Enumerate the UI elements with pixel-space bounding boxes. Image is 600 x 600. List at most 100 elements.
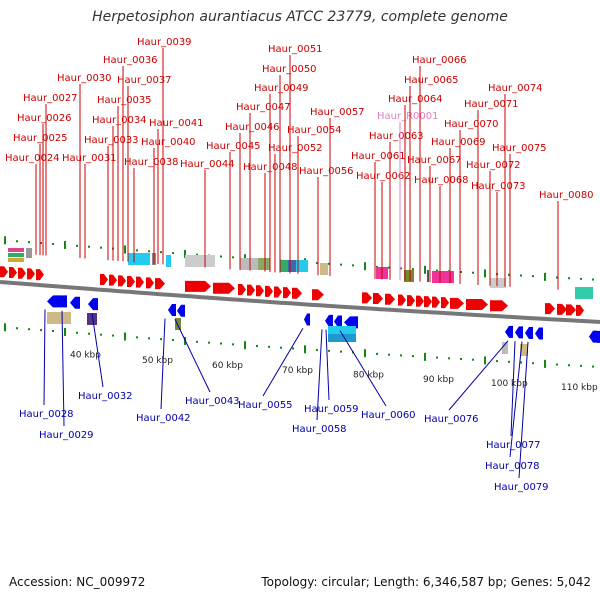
gene-label: Haur_0076 xyxy=(424,414,479,425)
genome-info-text: Topology: circular; Length: 6,346,587 bp… xyxy=(261,575,591,589)
tick-bottom xyxy=(520,361,522,364)
category-box xyxy=(166,255,171,267)
tick-bottom xyxy=(484,356,486,365)
genome-title: Herpetosiphon aurantiacus ATCC 23779, co… xyxy=(92,9,508,25)
gene-label: Haur_0072 xyxy=(466,160,521,171)
scale-label: 100 kbp xyxy=(491,379,528,389)
tick-bottom xyxy=(580,364,582,367)
gene-label: Haur_0036 xyxy=(103,55,158,66)
leader-line xyxy=(448,340,509,411)
scale-label: 70 kbp xyxy=(282,366,313,376)
category-box xyxy=(185,255,215,267)
gene-label: Haur_0027 xyxy=(23,93,78,104)
tick-top xyxy=(124,245,126,254)
reverse-gene xyxy=(88,298,98,311)
tick-top xyxy=(4,236,6,245)
accession-text: Accession: NC_009972 xyxy=(9,575,146,589)
tick-top xyxy=(520,274,522,277)
gene-label: Haur_0071 xyxy=(464,99,519,110)
tick-bottom xyxy=(4,323,6,332)
gene-label: Haur_0079 xyxy=(494,482,549,493)
tick-top xyxy=(100,246,102,249)
tick-bottom xyxy=(460,358,462,361)
gene-label: Haur_0045 xyxy=(206,141,261,152)
forward-gene xyxy=(9,267,17,279)
reverse-gene xyxy=(334,315,342,328)
gene-label: Haur_0050 xyxy=(262,64,317,75)
tick-bottom xyxy=(280,346,282,349)
forward-gene xyxy=(127,276,135,288)
gene-label: Haur_0057 xyxy=(310,107,365,118)
forward-gene xyxy=(407,295,415,307)
tick-bottom xyxy=(292,347,294,350)
tick-top xyxy=(172,252,174,255)
tick-bottom xyxy=(532,362,534,365)
gene-label: Haur_0028 xyxy=(19,409,74,420)
category-box xyxy=(490,278,506,288)
reverse-gene xyxy=(177,304,185,317)
scale-label: 50 kbp xyxy=(142,356,173,366)
gene-label: Haur_0025 xyxy=(13,133,68,144)
reverse-gene xyxy=(594,330,600,343)
tick-top xyxy=(232,256,234,259)
gene-label: Haur_0062 xyxy=(356,171,411,182)
tick-top xyxy=(568,277,570,280)
tick-bottom xyxy=(268,345,270,348)
forward-gene xyxy=(566,304,576,316)
forward-gene xyxy=(292,287,302,299)
tick-bottom xyxy=(364,349,366,358)
tick-bottom xyxy=(568,364,570,367)
gene-label: Haur_0033 xyxy=(84,135,139,146)
tick-bottom xyxy=(100,333,102,336)
gene-label: Haur_0026 xyxy=(17,113,72,124)
leader-line xyxy=(91,312,104,388)
gene-label: Haur_0075 xyxy=(492,143,547,154)
gene-label: Haur_0030 xyxy=(57,73,112,84)
tick-top xyxy=(136,249,138,252)
tick-top xyxy=(328,262,330,265)
tick-bottom xyxy=(160,338,162,341)
tick-bottom xyxy=(376,352,378,355)
reverse-gene xyxy=(325,314,333,327)
forward-gene xyxy=(490,300,508,312)
gene-label: Haur_0074 xyxy=(488,83,543,94)
category-box xyxy=(8,248,24,252)
reverse-gene xyxy=(70,296,80,309)
gene-label: Haur_0060 xyxy=(361,410,416,421)
forward-gene xyxy=(100,273,108,285)
tick-top xyxy=(412,268,414,271)
tick-top xyxy=(340,263,342,266)
gene-label: Haur_0059 xyxy=(304,404,359,415)
forward-gene xyxy=(0,266,8,278)
tick-top xyxy=(196,253,198,256)
tick-top xyxy=(532,275,534,278)
forward-gene xyxy=(385,293,395,305)
reverse-gene xyxy=(525,326,533,339)
category-box xyxy=(404,270,414,282)
tick-bottom xyxy=(508,360,510,363)
gene-label: Haur_0078 xyxy=(485,461,540,472)
forward-gene xyxy=(450,297,464,309)
tick-top xyxy=(76,244,78,247)
scale-label: 60 kbp xyxy=(212,361,243,371)
tick-bottom xyxy=(148,337,150,340)
forward-gene xyxy=(247,284,255,296)
category-box xyxy=(258,258,270,270)
gene-label: Haur_0038 xyxy=(124,157,179,168)
forward-gene xyxy=(265,285,273,297)
tick-top xyxy=(16,240,18,243)
gene-label: Haur_0035 xyxy=(97,95,152,106)
forward-gene xyxy=(213,282,235,294)
reverse-gene xyxy=(304,313,310,326)
leader-line xyxy=(174,319,211,393)
gene-label: Haur_0046 xyxy=(225,122,280,133)
leader-line xyxy=(325,329,330,401)
tick-bottom xyxy=(76,331,78,334)
tick-bottom xyxy=(112,334,114,337)
tick-top xyxy=(160,251,162,254)
tick-bottom xyxy=(208,341,210,344)
tick-bottom xyxy=(52,330,54,333)
gene-label: Haur_0068 xyxy=(414,175,469,186)
forward-gene xyxy=(373,293,383,305)
tick-top xyxy=(472,271,474,274)
